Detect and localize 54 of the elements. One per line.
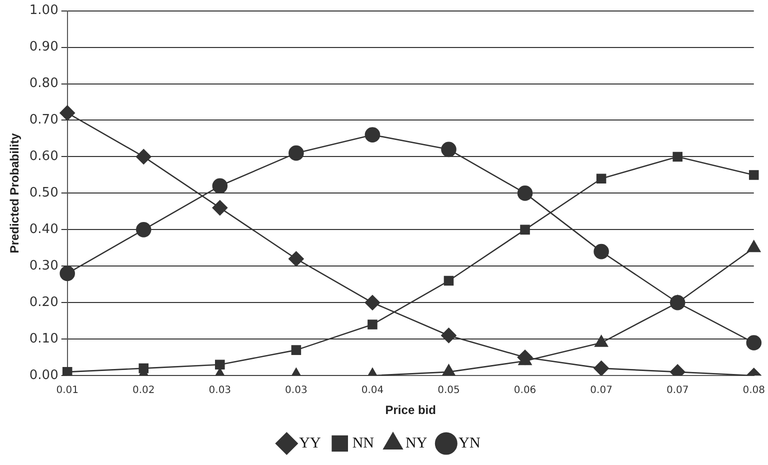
legend-label: NY <box>406 435 428 452</box>
legend-label: NN <box>352 435 374 452</box>
x-tick-label: 0.01 <box>56 385 78 396</box>
y-tick-label: 0.30 <box>29 258 58 274</box>
y-tick-label: 0.20 <box>29 295 58 310</box>
point <box>517 186 533 201</box>
point <box>288 251 304 267</box>
point <box>594 244 609 260</box>
x-axis-title: Price bid <box>385 403 436 418</box>
point <box>672 152 682 162</box>
y-axis-title: Predicted Probability <box>8 132 22 254</box>
point <box>212 178 228 194</box>
point <box>212 200 228 216</box>
point <box>441 328 456 344</box>
point <box>444 276 454 286</box>
point <box>288 145 304 161</box>
point <box>520 224 530 235</box>
y-tick-label: 0.50 <box>29 186 58 201</box>
point <box>138 363 149 374</box>
point <box>364 294 380 310</box>
x-tick-label: 0.07 <box>590 385 612 396</box>
legend-label: YY <box>299 435 321 452</box>
x-tick-label: 0.02 <box>132 385 155 396</box>
y-tick-label: 0.40 <box>29 222 58 238</box>
x-tick-label: 0.05 <box>438 385 460 396</box>
point <box>746 335 762 350</box>
x-tick-label: 0.03 <box>208 385 232 396</box>
y-tick-label: 0.70 <box>29 112 58 128</box>
point <box>441 142 456 158</box>
point <box>368 320 378 330</box>
point <box>596 174 606 184</box>
point <box>291 345 302 355</box>
x-tick-label: 0.03 <box>285 385 308 396</box>
legend-label: YN <box>458 435 480 452</box>
point <box>60 105 75 121</box>
y-tick-label: 0.80 <box>29 76 58 92</box>
point <box>136 149 152 164</box>
y-tick-label: 0.00 <box>29 368 58 383</box>
point <box>594 360 609 376</box>
point <box>136 222 152 238</box>
point <box>60 266 75 282</box>
x-tick-label: 0.08 <box>742 385 765 396</box>
y-tick-label: 0.10 <box>29 331 58 346</box>
y-tick-label: 0.60 <box>29 149 58 164</box>
y-tick-label: 0.90 <box>29 40 58 55</box>
point <box>517 350 533 366</box>
x-tick-label: 0.07 <box>666 385 689 396</box>
point <box>594 335 608 347</box>
x-tick-label: 0.04 <box>361 385 384 396</box>
point <box>215 360 225 370</box>
point <box>364 127 380 142</box>
point <box>748 170 759 180</box>
x-tick-label: 0.06 <box>514 385 536 396</box>
y-tick-label: 1.00 <box>29 3 58 18</box>
